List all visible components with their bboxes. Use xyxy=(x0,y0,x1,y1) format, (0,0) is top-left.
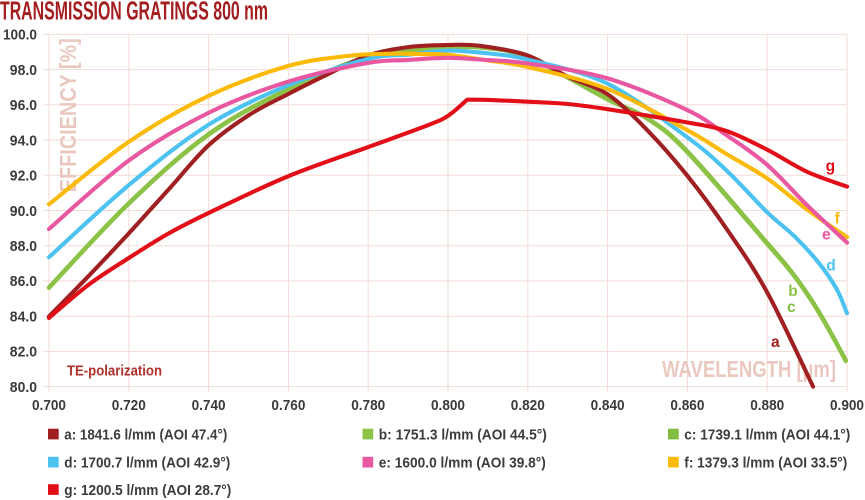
svg-text:0.900: 0.900 xyxy=(830,397,864,414)
svg-text:96.0: 96.0 xyxy=(10,97,37,114)
svg-text:d: d xyxy=(826,257,835,274)
svg-text:e: e xyxy=(822,227,831,244)
svg-text:80.0: 80.0 xyxy=(10,379,37,396)
svg-text:b: 1751.3 l/mm (AOI 44.5°): b: 1751.3 l/mm (AOI 44.5°) xyxy=(379,427,547,444)
svg-text:c: 1739.1 l/mm (AOI 44.1°): c: 1739.1 l/mm (AOI 44.1°) xyxy=(684,427,850,444)
svg-text:100.0: 100.0 xyxy=(3,27,37,44)
svg-text:0.860: 0.860 xyxy=(670,397,704,414)
svg-text:92.0: 92.0 xyxy=(10,168,37,185)
svg-text:g: g xyxy=(826,158,835,175)
svg-text:84.0: 84.0 xyxy=(10,309,37,326)
svg-text:e: 1600.0 l/mm (AOI 39.8°): e: 1600.0 l/mm (AOI 39.8°) xyxy=(379,455,546,472)
svg-text:TE-polarization: TE-polarization xyxy=(67,363,162,380)
svg-text:90.0: 90.0 xyxy=(10,203,37,220)
svg-text:94.0: 94.0 xyxy=(10,132,37,149)
svg-text:86.0: 86.0 xyxy=(10,273,37,290)
svg-text:0.780: 0.780 xyxy=(351,397,385,414)
svg-text:0.760: 0.760 xyxy=(271,397,305,414)
svg-text:0.740: 0.740 xyxy=(192,397,226,414)
svg-text:98.0: 98.0 xyxy=(10,62,37,79)
svg-text:88.0: 88.0 xyxy=(10,238,37,255)
svg-text:0.880: 0.880 xyxy=(750,397,784,414)
svg-text:0.720: 0.720 xyxy=(112,397,146,414)
svg-text:0.800: 0.800 xyxy=(431,397,465,414)
svg-text:d: 1700.7 l/mm (AOI 42.9°): d: 1700.7 l/mm (AOI 42.9°) xyxy=(64,455,230,472)
svg-text:f: f xyxy=(835,211,841,228)
svg-text:c: c xyxy=(787,299,796,316)
svg-text:82.0: 82.0 xyxy=(10,344,37,361)
svg-text:0.820: 0.820 xyxy=(511,397,545,414)
svg-text:a: 1841.6 l/mm (AOI 47.4°): a: 1841.6 l/mm (AOI 47.4°) xyxy=(64,427,227,444)
svg-text:b: b xyxy=(788,283,797,300)
svg-text:f: 1379.3 l/mm (AOI 33.5°): f: 1379.3 l/mm (AOI 33.5°) xyxy=(684,455,847,472)
svg-text:g: 1200.5 l/mm (AOI 28.7°): g: 1200.5 l/mm (AOI 28.7°) xyxy=(64,482,231,499)
svg-text:EFFICIENCY [%]: EFFICIENCY [%] xyxy=(55,38,81,192)
svg-text:0.700: 0.700 xyxy=(32,397,66,414)
svg-text:a: a xyxy=(771,334,780,351)
svg-text:TRANSMISSION GRATINGS 800 nm: TRANSMISSION GRATINGS 800 nm xyxy=(0,0,268,26)
svg-text:0.840: 0.840 xyxy=(591,397,625,414)
